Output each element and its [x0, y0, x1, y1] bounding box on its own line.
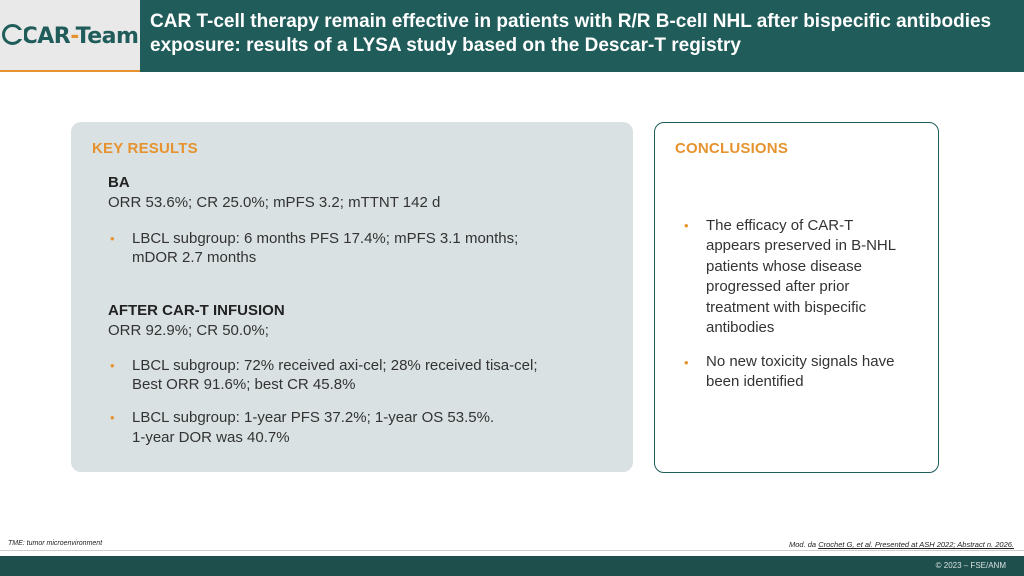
ba-bullet-icon: • — [110, 231, 115, 246]
logo: CAR-Team — [0, 0, 140, 72]
footnote-reference: Mod. da Crochet G, et al. Presented at A… — [789, 540, 1014, 549]
ba-bullet-line-1: LBCL subgroup: 6 months PFS 17.4%; mPFS … — [132, 230, 519, 247]
cart-bullet-2-line-1: LBCL subgroup: 1-year PFS 37.2%; 1-year … — [132, 409, 495, 426]
conclusion-bullet-2-icon: • — [684, 355, 689, 370]
copyright-text: © 2023 – FSE/ANM — [935, 561, 1006, 570]
logo-text: CAR-Team — [1, 23, 139, 49]
conclusion-1-line-1: The efficacy of CAR-T — [706, 217, 854, 234]
footer-bar — [0, 556, 1024, 576]
conclusion-bullet-1-icon: • — [684, 218, 689, 233]
ba-summary: ORR 53.6%; CR 25.0%; mPFS 3.2; mTTNT 142… — [108, 194, 441, 211]
footnote-abbreviation: TME: tumor microenvironment — [8, 540, 103, 547]
reference-prefix: Mod. da — [789, 540, 819, 549]
ba-heading: BA — [108, 174, 130, 191]
header-bar — [0, 0, 1024, 72]
cart-summary: ORR 92.9%; CR 50.0%; — [108, 322, 269, 339]
cart-bullet-2-line-2: 1-year DOR was 40.7% — [132, 429, 290, 446]
cart-bullet-1-line-1: LBCL subgroup: 72% received axi-cel; 28%… — [132, 357, 538, 374]
conclusion-1-line-5: treatment with bispecific — [706, 299, 867, 316]
cart-bullet-1-line-2: Best ORR 91.6%; best CR 45.8% — [132, 376, 356, 393]
footer-divider — [0, 550, 1024, 551]
cart-bullet-2-icon: • — [110, 410, 115, 425]
reference-link[interactable]: Crochet G, et al. Presented at ASH 2022;… — [818, 540, 1014, 549]
conclusions-heading: CONCLUSIONS — [675, 140, 789, 157]
conclusion-2-line-2: been identified — [706, 373, 804, 390]
logo-ring-icon — [1, 23, 24, 45]
conclusion-1-line-4: progressed after prior — [706, 278, 850, 295]
logo-car: CAR — [21, 23, 71, 49]
conclusion-2-line-1: No new toxicity signals have — [706, 353, 895, 370]
key-results-heading: KEY RESULTS — [92, 140, 198, 157]
conclusion-1-line-2: appears preserved in B-NHL — [706, 237, 897, 254]
ba-bullet-line-2: mDOR 2.7 months — [132, 249, 257, 266]
cart-heading: AFTER CAR-T INFUSION — [108, 302, 285, 319]
conclusions-panel — [654, 122, 939, 473]
cart-bullet-1-icon: • — [110, 358, 115, 373]
key-results-panel — [71, 122, 633, 472]
slide-title: CAR T-cell therapy remain effective in p… — [150, 11, 992, 56]
logo-dash: - — [70, 23, 76, 49]
logo-accent-line — [0, 70, 140, 72]
conclusion-1-line-6: antibodies — [706, 319, 775, 336]
conclusion-1-line-3: patients whose disease — [706, 258, 862, 275]
logo-team: Team — [75, 23, 139, 49]
